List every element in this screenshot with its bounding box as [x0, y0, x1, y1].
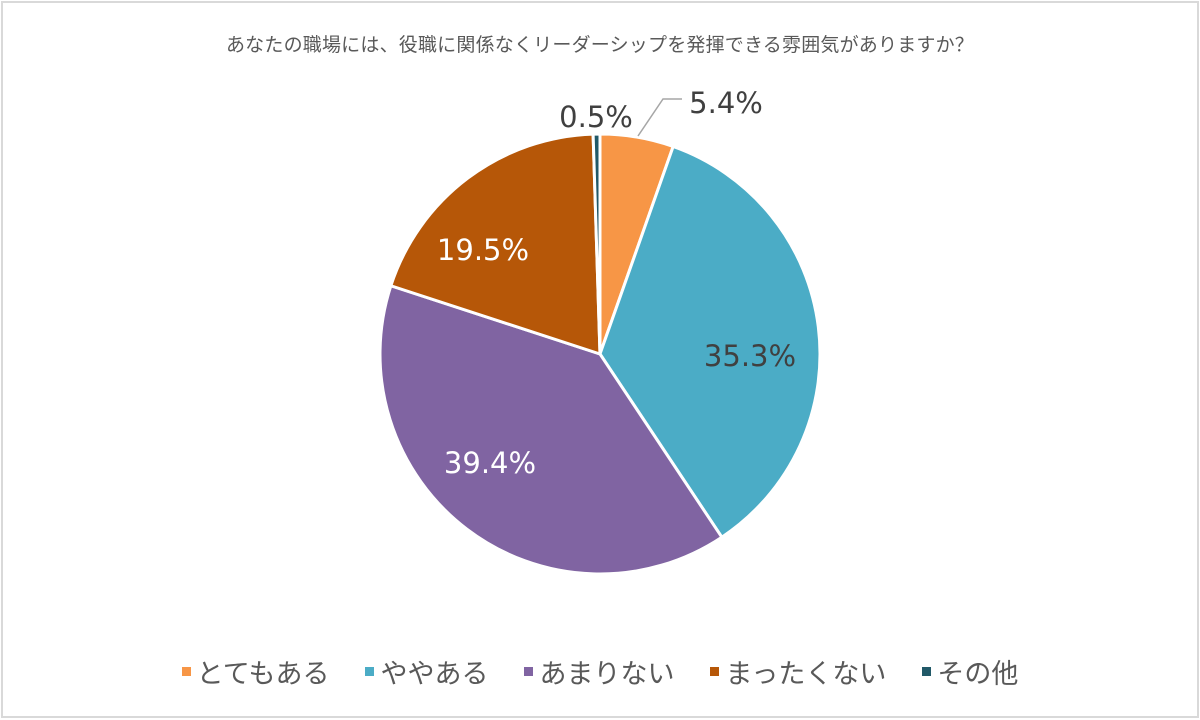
- data-label-mattaku-nai: 19.5%: [437, 233, 529, 267]
- legend-swatch-icon: [710, 667, 720, 676]
- legend-item-yaya-aru[interactable]: ややある: [365, 652, 488, 691]
- legend-label: あまりない: [539, 659, 675, 690]
- legend-item-sonota[interactable]: その他: [922, 652, 1018, 691]
- data-label-amari-nai: 39.4%: [444, 446, 536, 480]
- legend-swatch-icon: [365, 667, 375, 676]
- legend-swatch-icon: [922, 667, 932, 676]
- data-label-sonota: 0.5%: [559, 100, 633, 134]
- data-label-yaya-aru: 35.3%: [704, 339, 796, 373]
- legend-item-amari-nai[interactable]: あまりない: [524, 652, 674, 691]
- legend-swatch-icon: [524, 667, 534, 676]
- chart-title: あなたの職場には、役職に関係なくリーダーシップを発揮できる雰囲気がありますか？: [225, 34, 975, 56]
- slice-amari-nai[interactable]: [378, 284, 724, 576]
- data-label-totemo-aru: 5.4%: [689, 86, 763, 120]
- legend-item-totemo-aru[interactable]: とてもある: [181, 652, 330, 691]
- legend-item-mattaku-nai[interactable]: まったくない: [710, 652, 886, 691]
- legend: とてもある ややある あまりない まったくない その他: [0, 652, 1200, 691]
- slice-sonota[interactable]: [591, 132, 602, 356]
- legend-label: その他: [937, 659, 1019, 690]
- slice-yaya-aru[interactable]: [598, 145, 822, 539]
- legend-swatch-icon: [181, 667, 191, 676]
- legend-label: とてもある: [196, 659, 330, 690]
- legend-label: ややある: [380, 659, 489, 690]
- legend-label: まったくない: [725, 659, 887, 690]
- leader-line: [637, 98, 682, 137]
- slice-mattaku-nai[interactable]: [389, 132, 602, 356]
